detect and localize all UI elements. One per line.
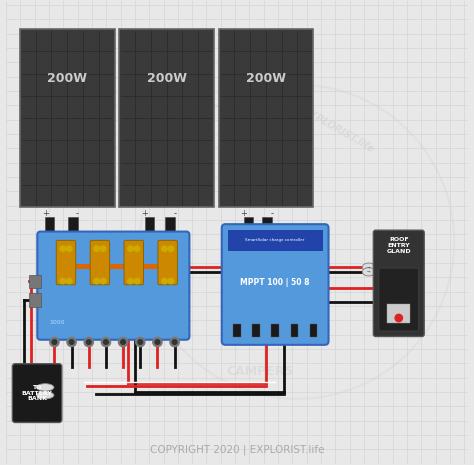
Circle shape xyxy=(67,338,76,347)
Ellipse shape xyxy=(362,263,375,271)
Circle shape xyxy=(84,338,93,347)
FancyBboxPatch shape xyxy=(374,230,424,337)
Circle shape xyxy=(162,246,167,252)
Circle shape xyxy=(136,338,145,347)
Circle shape xyxy=(100,278,106,284)
Bar xyxy=(45,233,55,250)
Bar xyxy=(263,233,272,250)
Circle shape xyxy=(86,340,91,345)
Text: CAMPERS: CAMPERS xyxy=(227,365,294,378)
Circle shape xyxy=(168,278,173,284)
Bar xyxy=(45,217,55,234)
Circle shape xyxy=(66,278,72,284)
Circle shape xyxy=(66,246,72,252)
Circle shape xyxy=(168,246,173,252)
Circle shape xyxy=(395,314,402,322)
Bar xyxy=(68,217,78,234)
Bar xyxy=(145,217,154,234)
Bar xyxy=(263,217,272,234)
Circle shape xyxy=(162,278,167,284)
FancyBboxPatch shape xyxy=(12,364,62,423)
Bar xyxy=(244,217,253,234)
Bar xyxy=(387,304,410,323)
Circle shape xyxy=(104,340,108,345)
Text: MPPT 100 | 50 8: MPPT 100 | 50 8 xyxy=(240,278,310,287)
FancyBboxPatch shape xyxy=(90,240,109,285)
FancyBboxPatch shape xyxy=(37,232,190,340)
Circle shape xyxy=(100,246,106,252)
Text: →: → xyxy=(367,265,371,269)
Text: SmartSolar charge controller: SmartSolar charge controller xyxy=(246,239,305,242)
Circle shape xyxy=(153,338,162,347)
Text: 1000: 1000 xyxy=(50,320,65,325)
Bar xyxy=(29,274,41,288)
Bar xyxy=(165,233,174,250)
Bar xyxy=(272,324,279,337)
FancyBboxPatch shape xyxy=(56,240,76,285)
Ellipse shape xyxy=(362,268,375,276)
Circle shape xyxy=(118,338,128,347)
Circle shape xyxy=(128,246,133,252)
Text: +: + xyxy=(141,209,148,219)
Circle shape xyxy=(134,246,140,252)
Bar xyxy=(252,324,260,337)
Text: 200W: 200W xyxy=(246,73,286,86)
Circle shape xyxy=(101,338,110,347)
FancyBboxPatch shape xyxy=(158,240,177,285)
FancyBboxPatch shape xyxy=(379,268,419,331)
Text: -: - xyxy=(76,209,79,219)
FancyBboxPatch shape xyxy=(219,29,313,207)
Circle shape xyxy=(121,340,126,345)
Circle shape xyxy=(172,340,177,345)
Bar xyxy=(29,293,41,307)
Circle shape xyxy=(94,246,100,252)
Ellipse shape xyxy=(36,384,54,391)
Bar xyxy=(291,324,298,337)
FancyBboxPatch shape xyxy=(119,29,214,207)
Text: 200W: 200W xyxy=(47,73,87,86)
Circle shape xyxy=(170,338,179,347)
Bar xyxy=(233,324,241,337)
Ellipse shape xyxy=(36,392,54,399)
Text: -: - xyxy=(270,209,273,219)
FancyBboxPatch shape xyxy=(124,240,144,285)
Circle shape xyxy=(60,278,65,284)
Circle shape xyxy=(155,340,160,345)
Bar xyxy=(68,233,78,250)
Text: ROOF
ENTRY
GLAND: ROOF ENTRY GLAND xyxy=(386,237,411,254)
Bar xyxy=(145,233,154,250)
Circle shape xyxy=(50,338,59,347)
FancyBboxPatch shape xyxy=(20,29,115,207)
Circle shape xyxy=(128,278,133,284)
Bar xyxy=(310,324,317,337)
Circle shape xyxy=(52,340,57,345)
Circle shape xyxy=(94,278,100,284)
Text: +: + xyxy=(240,209,247,219)
Bar xyxy=(244,233,253,250)
Bar xyxy=(64,264,168,270)
FancyBboxPatch shape xyxy=(222,224,328,345)
Circle shape xyxy=(138,340,143,345)
Bar xyxy=(165,217,174,234)
Text: +: + xyxy=(42,209,49,219)
Text: TO
BATTERY
BANK: TO BATTERY BANK xyxy=(22,385,53,401)
Text: COPYRIGHT 2020 | EXPLORIST.life: COPYRIGHT 2020 | EXPLORIST.life xyxy=(150,445,324,455)
Text: 200W: 200W xyxy=(146,73,186,86)
Bar xyxy=(228,230,322,251)
Circle shape xyxy=(60,246,65,252)
Text: →: → xyxy=(367,270,371,274)
Circle shape xyxy=(134,278,140,284)
Circle shape xyxy=(69,340,74,345)
Text: EXPLORIST.life: EXPLORIST.life xyxy=(301,106,376,155)
Text: -: - xyxy=(173,209,176,219)
